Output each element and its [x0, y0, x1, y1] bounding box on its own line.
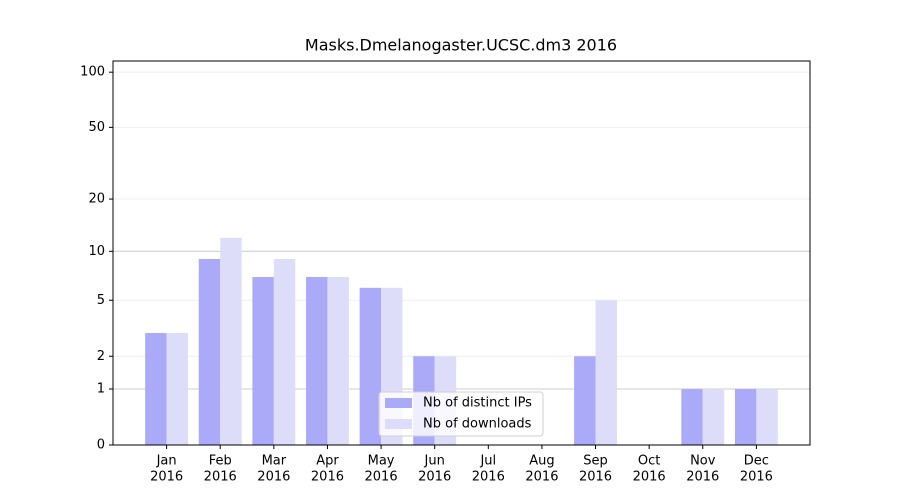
- x-tick-label: 2016: [525, 470, 558, 485]
- legend: Nb of distinct IPs Nb of downloads: [378, 391, 544, 437]
- x-tick-label: Mar: [262, 454, 287, 469]
- bar: [702, 389, 725, 445]
- y-tick-label: 5: [97, 293, 105, 308]
- legend-box: [378, 391, 544, 437]
- x-tick-label: Dec: [744, 454, 769, 469]
- x-tick-label: Feb: [209, 454, 232, 469]
- x-tick-label: 2016: [365, 470, 398, 485]
- x-tick-label: Jul: [479, 454, 496, 469]
- bar: [145, 333, 167, 445]
- x-tick-label: 2016: [633, 470, 666, 485]
- y-tick-label: 1: [97, 382, 105, 397]
- x-tick-label: Apr: [316, 454, 339, 469]
- x-tick-label: 2016: [150, 470, 183, 485]
- x-tick-label: Aug: [529, 454, 554, 469]
- legend-label: Nb of downloads: [423, 417, 532, 432]
- legend-label: Nb of distinct IPs: [423, 396, 532, 411]
- legend-swatch: [385, 398, 412, 408]
- bar: [306, 277, 328, 445]
- bar: [681, 389, 703, 445]
- x-tick-label: 2016: [579, 470, 612, 485]
- bar: [198, 258, 221, 445]
- bar: [595, 300, 617, 445]
- x-tick-label: 2016: [311, 470, 344, 485]
- x-tick-label: Jan: [156, 454, 177, 469]
- y-tick-label: 100: [80, 65, 105, 80]
- bar: [734, 389, 757, 445]
- x-tick-label: 2016: [204, 470, 237, 485]
- y-tick-label: 2: [97, 349, 105, 364]
- x-tick-label: Oct: [638, 454, 660, 469]
- x-tick-label: 2016: [740, 470, 773, 485]
- bar: [756, 389, 778, 445]
- y-tick-label: 0: [97, 438, 105, 453]
- x-tick-label: Nov: [690, 454, 716, 469]
- x-tick-label: Sep: [583, 454, 608, 469]
- bar: [166, 333, 189, 445]
- bar: [327, 277, 349, 445]
- bar: [359, 287, 382, 445]
- x-tick-label: 2016: [418, 470, 451, 485]
- x-tick-label: 2016: [686, 470, 719, 485]
- y-tick-label: 20: [88, 192, 105, 207]
- plot-frame: [112, 60, 811, 446]
- legend-swatch: [385, 419, 412, 429]
- y-tick-label: 50: [88, 120, 105, 135]
- x-tick-label: 2016: [472, 470, 505, 485]
- x-tick-label: 2016: [257, 470, 290, 485]
- bar: [252, 277, 274, 445]
- x-tick-label: May: [368, 454, 395, 469]
- y-tick-label: 10: [88, 244, 105, 259]
- bar: [220, 237, 242, 445]
- bar: [273, 258, 296, 445]
- chart-title: Masks.Dmelanogaster.UCSC.dm3 2016: [305, 36, 617, 55]
- x-tick-label: Jun: [424, 454, 445, 469]
- bar: [574, 356, 596, 445]
